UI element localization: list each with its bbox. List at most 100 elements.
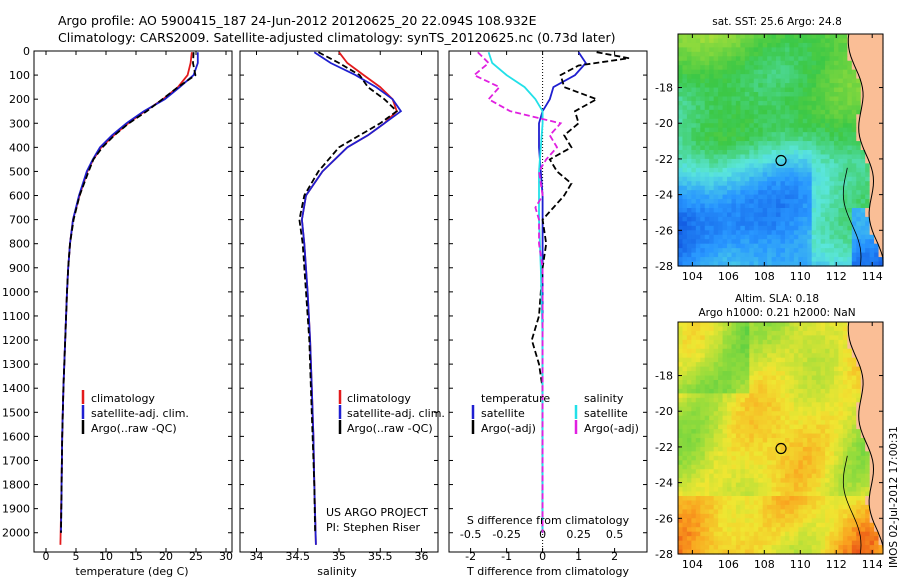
map-cell bbox=[833, 42, 840, 48]
map-cell bbox=[811, 248, 817, 254]
map-cell bbox=[874, 42, 880, 48]
map-cell bbox=[767, 150, 773, 156]
map-cell bbox=[691, 451, 697, 457]
map-cell bbox=[718, 92, 724, 98]
map-cell bbox=[789, 380, 795, 386]
map-cell bbox=[749, 123, 755, 129]
map-cell bbox=[713, 446, 719, 452]
map-cell bbox=[691, 34, 697, 40]
map-cell bbox=[700, 261, 706, 267]
map-cell bbox=[722, 221, 728, 227]
map-cell bbox=[744, 257, 750, 263]
map-cell bbox=[780, 380, 786, 386]
map-cell bbox=[704, 167, 710, 173]
map-cell bbox=[860, 464, 866, 470]
map-cell bbox=[784, 118, 791, 124]
map-cell bbox=[847, 100, 853, 106]
map-cell bbox=[744, 208, 750, 214]
map-cell bbox=[686, 424, 692, 430]
map-cell bbox=[851, 513, 857, 519]
map-cell bbox=[860, 518, 866, 524]
map-cell bbox=[816, 248, 822, 254]
map-cell bbox=[762, 482, 768, 488]
map-cell bbox=[820, 154, 826, 160]
map-cell bbox=[731, 455, 737, 461]
map-cell bbox=[771, 132, 777, 138]
map-cell bbox=[780, 362, 786, 368]
map-cell bbox=[767, 531, 773, 537]
map-cell bbox=[865, 56, 871, 62]
map-cell bbox=[718, 348, 724, 354]
map-cell bbox=[700, 60, 706, 66]
map-cell bbox=[856, 243, 862, 249]
map-cell bbox=[789, 105, 795, 111]
map-cell bbox=[825, 371, 831, 377]
y-tick-label: 1700 bbox=[2, 454, 30, 467]
map-cell bbox=[869, 438, 875, 444]
map-cell bbox=[753, 545, 759, 551]
map-cell bbox=[762, 420, 768, 426]
map-cell bbox=[678, 330, 684, 336]
map-cell bbox=[744, 415, 750, 421]
map-cell bbox=[860, 446, 866, 452]
map-cell bbox=[700, 411, 706, 417]
map-cell bbox=[731, 243, 737, 249]
map-cell bbox=[874, 330, 880, 336]
map-cell bbox=[735, 127, 741, 133]
map-cell bbox=[807, 357, 813, 363]
map-cell bbox=[686, 216, 692, 222]
map-cell bbox=[749, 154, 755, 160]
map-cell bbox=[807, 393, 813, 399]
map-cell bbox=[838, 406, 844, 412]
map-cell bbox=[816, 163, 822, 169]
map-cell bbox=[740, 500, 746, 506]
s-tick-label: 0.5 bbox=[606, 528, 624, 541]
map-cell bbox=[735, 362, 741, 368]
map-cell bbox=[842, 199, 848, 205]
map-cell bbox=[735, 380, 741, 386]
map-cell bbox=[838, 500, 844, 506]
map-cell bbox=[838, 60, 844, 66]
map-cell bbox=[789, 163, 795, 169]
map-cell bbox=[758, 257, 764, 263]
map-cell bbox=[802, 105, 808, 111]
map-cell bbox=[718, 326, 724, 332]
map-cell bbox=[682, 194, 688, 200]
map-cell bbox=[802, 335, 808, 341]
map-cell bbox=[695, 154, 701, 160]
map-cell bbox=[847, 393, 853, 399]
map-cell bbox=[718, 248, 724, 254]
map-cell bbox=[744, 239, 750, 245]
map-cell bbox=[704, 366, 710, 372]
map-cell bbox=[686, 42, 692, 48]
map-cell bbox=[860, 257, 866, 263]
map-cell bbox=[798, 141, 804, 147]
map-cell bbox=[833, 397, 840, 403]
map-cell bbox=[776, 100, 782, 106]
map-cell bbox=[833, 509, 840, 515]
map-cell bbox=[856, 518, 862, 524]
map-cell bbox=[682, 496, 688, 502]
map-cell bbox=[758, 109, 764, 115]
map-cell bbox=[727, 150, 733, 156]
map-cell bbox=[704, 203, 710, 209]
map-cell bbox=[762, 127, 768, 133]
map-cell bbox=[686, 393, 692, 399]
map-cell bbox=[731, 330, 737, 336]
map-cell bbox=[758, 51, 764, 57]
map-cell bbox=[700, 257, 706, 263]
y-tick-label: -18 bbox=[655, 82, 673, 95]
map-cell bbox=[682, 527, 688, 533]
map-cell bbox=[718, 446, 724, 452]
map-cell bbox=[731, 167, 737, 173]
map-cell bbox=[780, 109, 786, 115]
map-cell bbox=[869, 203, 875, 209]
map-cell bbox=[762, 181, 768, 187]
map-cell bbox=[776, 460, 782, 466]
map-cell bbox=[807, 322, 813, 328]
map-cell bbox=[695, 136, 701, 142]
map-cell bbox=[820, 141, 826, 147]
map-cell bbox=[686, 100, 692, 106]
map-cell bbox=[825, 411, 831, 417]
map-cell bbox=[833, 51, 840, 57]
